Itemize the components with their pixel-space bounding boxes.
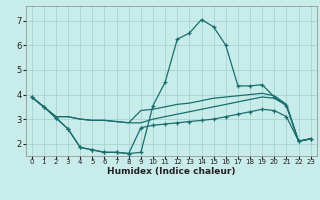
- X-axis label: Humidex (Indice chaleur): Humidex (Indice chaleur): [107, 167, 236, 176]
